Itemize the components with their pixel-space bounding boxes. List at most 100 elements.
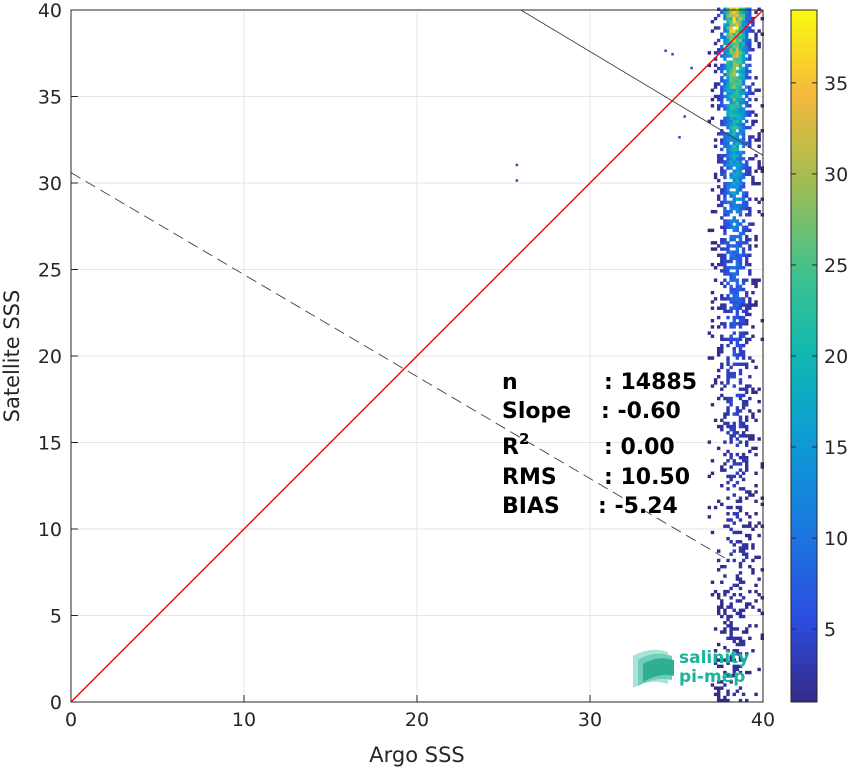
heatmap-cell (745, 44, 749, 49)
heatmap-cell (732, 57, 736, 61)
heatmap-cell (745, 94, 749, 99)
heatmap-cell (726, 505, 730, 510)
heatmap-cell (741, 331, 746, 335)
heatmap-cell (729, 35, 733, 40)
heatmap-cell (751, 415, 755, 419)
heatmap-cell (741, 138, 746, 142)
heatmap-cell (738, 418, 743, 423)
heatmap-cell (751, 281, 755, 286)
heatmap-cell (729, 163, 733, 167)
heatmap-cell (745, 440, 749, 444)
heatmap-cell (745, 172, 749, 177)
heatmap-cell (738, 48, 743, 52)
heatmap-cell (729, 340, 733, 345)
heatmap-cell (745, 490, 749, 494)
heatmap-cell (738, 611, 743, 616)
heatmap-cell (723, 645, 727, 650)
heatmap-cell (754, 169, 758, 173)
heatmap-cell (748, 26, 752, 30)
heatmap-cell (748, 297, 752, 301)
heatmap-cell (741, 48, 746, 52)
heatmap-cell (738, 409, 743, 413)
heatmap-cell (745, 322, 749, 326)
heatmap-cell (729, 375, 733, 379)
heatmap-cell (716, 375, 721, 379)
heatmap-cell (723, 384, 727, 388)
heatmap-cell (723, 63, 727, 68)
heatmap-cell (738, 424, 743, 429)
heatmap-cell (716, 611, 721, 616)
heatmap-cell (757, 593, 761, 597)
heatmap-cell (757, 41, 761, 46)
heatmap-cell (729, 658, 733, 662)
heatmap-cell (738, 41, 743, 46)
heatmap-cell (757, 200, 761, 205)
heatmap-cell (729, 166, 733, 170)
heatmap-cell (735, 88, 740, 92)
heatmap-cell (741, 191, 746, 195)
heatmap-cell (735, 44, 740, 49)
heatmap-cell (732, 337, 736, 342)
heatmap-cell (720, 66, 724, 71)
heatmap-cell (735, 60, 740, 64)
heatmap-cell (729, 455, 733, 460)
heatmap-cell (732, 172, 736, 177)
heatmap-cell (751, 649, 755, 653)
heatmap-cell (741, 16, 746, 21)
heatmap-cell (741, 356, 746, 360)
heatmap-cell (735, 300, 740, 304)
heatmap-cell (723, 421, 727, 426)
y-tick-label: 40 (38, 0, 62, 22)
heatmap-cell (741, 546, 746, 550)
heatmap-cell (716, 203, 721, 208)
heatmap-cell (735, 287, 740, 292)
heatmap-cell (741, 596, 746, 600)
heatmap-cell (726, 104, 730, 108)
heatmap-cell (735, 35, 740, 40)
heatmap-cell (735, 689, 740, 693)
heatmap-cell (738, 104, 743, 108)
heatmap-cell (720, 381, 724, 385)
heatmap-cell (735, 219, 740, 223)
heatmap-cell (757, 387, 761, 391)
heatmap-cell (720, 138, 724, 142)
heatmap-cell (720, 427, 724, 432)
heatmap-cell (754, 10, 758, 15)
heatmap-cell (726, 225, 730, 229)
heatmap-cell (732, 543, 736, 547)
heatmap-cell (732, 375, 736, 379)
heatmap-cell (745, 415, 749, 419)
heatmap-cell (748, 54, 752, 58)
heatmap-cell (726, 200, 730, 205)
heatmap-cell (732, 371, 736, 376)
heatmap-cell (729, 440, 733, 444)
heatmap-cell (720, 262, 724, 267)
heatmap-cell (729, 244, 733, 248)
heatmap-cell (723, 10, 727, 15)
heatmap-cell (720, 238, 724, 242)
stat-r2-superscript: 2 (519, 430, 529, 448)
heatmap-cell (723, 116, 727, 120)
heatmap-cell (713, 209, 718, 214)
heatmap-cell (735, 26, 740, 30)
heatmap-cell (713, 505, 718, 510)
heatmap-cell (713, 686, 718, 690)
heatmap-cell (726, 69, 730, 74)
heatmap-cell (745, 160, 749, 164)
heatmap-cell (726, 76, 730, 80)
heatmap-cell (729, 29, 733, 33)
heatmap-cell (713, 241, 718, 245)
heatmap-cell (745, 163, 749, 167)
heatmap-cell (723, 104, 727, 108)
heatmap-cell (729, 135, 733, 139)
heatmap-cell (741, 455, 746, 460)
heatmap-cell (748, 300, 752, 304)
heatmap-cell (729, 38, 733, 43)
heatmap-cell (726, 381, 730, 385)
heatmap-cell (723, 85, 727, 89)
heatmap-cell (738, 284, 743, 289)
heatmap-cell (710, 683, 715, 687)
heatmap-cell (710, 356, 715, 360)
heatmap-cell (732, 216, 736, 220)
heatmap-cell (735, 69, 740, 74)
